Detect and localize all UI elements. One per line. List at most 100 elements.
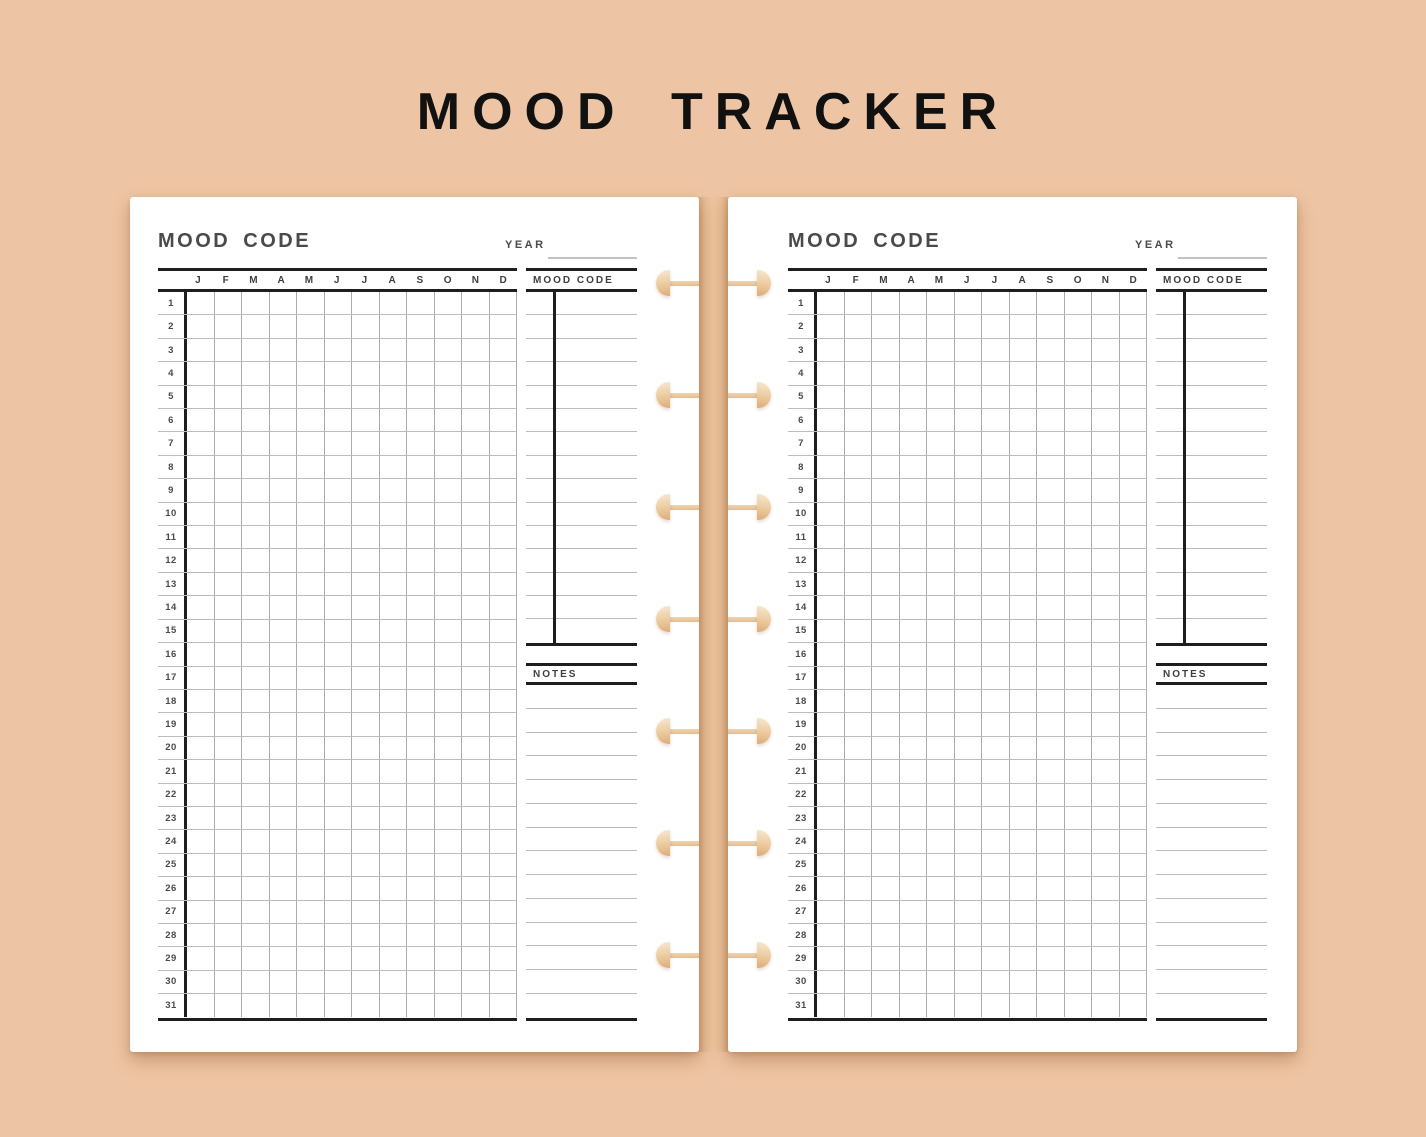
day-cell xyxy=(461,713,489,736)
day-cell xyxy=(351,619,379,643)
day-cell xyxy=(1091,643,1119,666)
day-cell xyxy=(241,526,269,549)
day-number: 18 xyxy=(165,695,177,707)
day-row: 25 xyxy=(158,853,517,878)
binding-disc xyxy=(656,942,699,968)
day-row: 28 xyxy=(788,923,1147,948)
month-label: J xyxy=(991,274,998,286)
day-cell xyxy=(351,877,379,900)
day-cell xyxy=(488,315,517,338)
day-cell xyxy=(1091,596,1119,619)
disc-half xyxy=(757,270,771,296)
day-row: 17 xyxy=(788,666,1147,690)
day-cell xyxy=(1036,947,1064,970)
disc-stem xyxy=(669,728,699,734)
day-number: 9 xyxy=(168,484,174,496)
day-cell xyxy=(814,385,844,409)
day-cell xyxy=(268,502,297,526)
day-cell xyxy=(323,292,352,315)
day-cell xyxy=(926,736,954,760)
day-cell xyxy=(184,736,214,760)
month-label: A xyxy=(388,274,396,286)
day-cell xyxy=(351,409,379,432)
day-cell xyxy=(241,689,269,713)
day-cell xyxy=(241,338,269,362)
day-cell xyxy=(926,572,954,596)
day-cell xyxy=(406,432,434,455)
day-cell xyxy=(1091,362,1119,385)
month-label: M xyxy=(249,274,258,286)
day-number: 31 xyxy=(795,1000,807,1012)
day-row: 5 xyxy=(158,385,517,410)
day-cell xyxy=(926,830,954,853)
day-cell xyxy=(351,432,379,455)
day-cell xyxy=(1036,549,1064,572)
day-cell xyxy=(351,947,379,970)
day-cell xyxy=(1036,409,1064,432)
day-cell xyxy=(843,713,872,736)
day-cell xyxy=(1118,362,1147,385)
day-number: 18 xyxy=(795,695,807,707)
day-cell xyxy=(488,830,517,853)
day-number: 9 xyxy=(798,484,804,496)
day-cell xyxy=(213,877,242,900)
mood-code-header: MOOD CODE xyxy=(526,268,637,292)
day-cell xyxy=(1118,877,1147,900)
day-cell xyxy=(323,572,352,596)
day-cell xyxy=(1036,994,1064,1018)
day-cell xyxy=(814,619,844,643)
day-number: 17 xyxy=(795,672,807,684)
day-cell xyxy=(378,666,407,689)
day-cell xyxy=(1118,292,1147,315)
day-cell xyxy=(433,689,462,713)
day-cell xyxy=(953,947,982,970)
day-number: 28 xyxy=(795,929,807,941)
notes-lines xyxy=(1156,685,1267,1021)
note-line xyxy=(526,756,637,781)
day-cell xyxy=(1008,385,1037,409)
day-row: 19 xyxy=(158,713,517,737)
day-cell xyxy=(378,643,407,666)
binding-disc xyxy=(656,494,699,520)
day-cell xyxy=(1063,830,1092,853)
notes-header: NOTES xyxy=(1156,663,1267,685)
month-label: A xyxy=(277,274,285,286)
binding-disc xyxy=(728,942,771,968)
day-cell xyxy=(433,315,462,338)
day-cell xyxy=(461,619,489,643)
day-cell xyxy=(953,760,982,783)
day-number: 12 xyxy=(795,555,807,567)
month-label: F xyxy=(852,274,859,286)
day-cell xyxy=(461,409,489,432)
day-cell xyxy=(296,502,324,526)
day-cell xyxy=(351,853,379,877)
day-cell xyxy=(898,923,927,947)
day-cell xyxy=(1118,502,1147,526)
day-cell xyxy=(898,479,927,502)
day-number: 16 xyxy=(165,648,177,660)
day-cell xyxy=(268,923,297,947)
day-cell xyxy=(378,479,407,502)
day-cell xyxy=(926,923,954,947)
disc-stem xyxy=(728,616,758,622)
day-cell xyxy=(351,362,379,385)
day-cell xyxy=(241,830,269,853)
day-cell xyxy=(268,362,297,385)
day-cell xyxy=(953,900,982,923)
note-line xyxy=(526,733,637,757)
day-cell xyxy=(461,338,489,362)
day-cell xyxy=(953,409,982,432)
day-cell xyxy=(1118,479,1147,502)
notes-lines xyxy=(526,685,637,1021)
day-cell xyxy=(871,572,899,596)
day-cell xyxy=(1063,970,1092,994)
day-number: 1 xyxy=(168,297,174,309)
day-cell xyxy=(213,526,242,549)
day-cell xyxy=(461,362,489,385)
note-line xyxy=(526,709,637,733)
day-cell xyxy=(268,947,297,970)
day-cell xyxy=(406,900,434,923)
day-cell xyxy=(213,689,242,713)
day-cell xyxy=(406,970,434,994)
day-cell xyxy=(898,362,927,385)
